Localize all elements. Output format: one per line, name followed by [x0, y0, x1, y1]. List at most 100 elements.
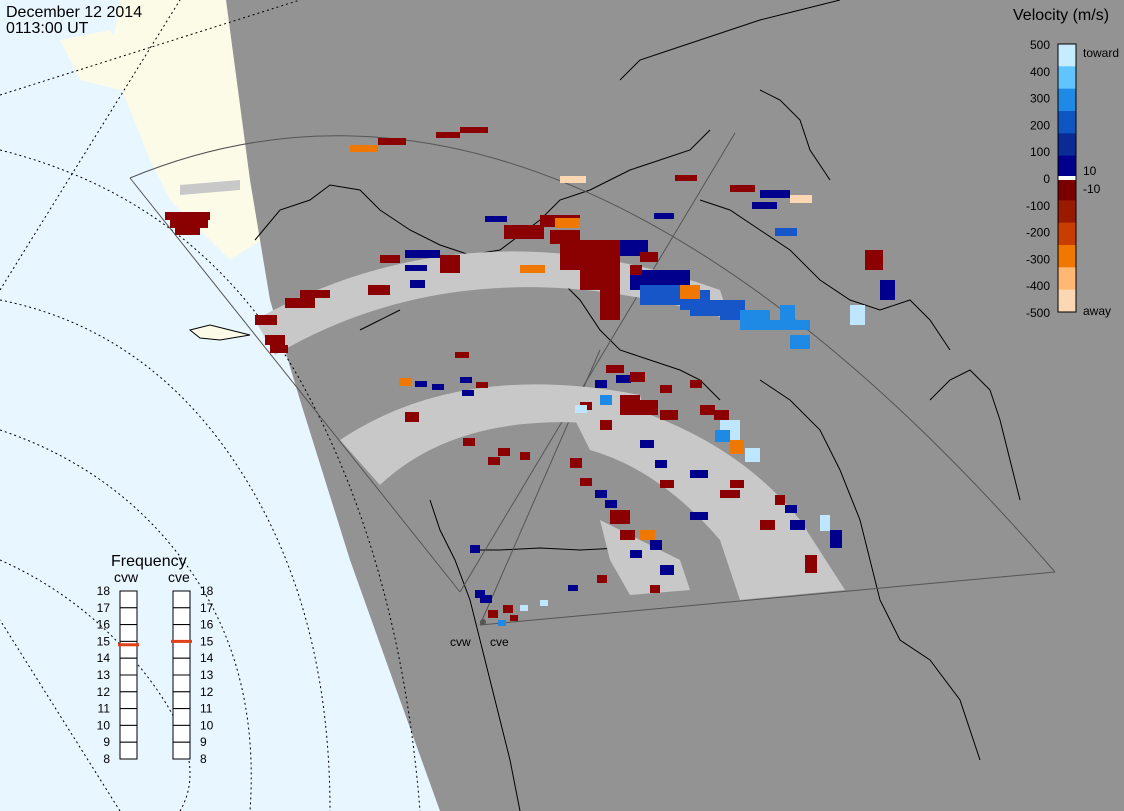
colorbar-zero-band — [1058, 176, 1076, 180]
velocity-cell — [775, 495, 785, 505]
velocity-cell — [350, 145, 378, 152]
velocity-cell — [680, 285, 700, 299]
frequency-bar-cell — [119, 657, 138, 676]
velocity-cell — [730, 480, 744, 488]
frequency-radar-label-cvw: cvw — [114, 569, 139, 585]
velocity-cell — [440, 255, 460, 273]
velocity-cell — [640, 440, 654, 448]
velocity-cell — [650, 585, 660, 593]
velocity-cell — [368, 285, 390, 295]
frequency-scale-label-left: 14 — [97, 651, 111, 665]
velocity-cell — [255, 315, 277, 325]
velocity-cell — [475, 590, 485, 598]
frequency-bar-cell — [119, 590, 138, 609]
velocity-cell — [600, 420, 612, 430]
velocity-cell — [575, 405, 587, 413]
velocity-cell — [790, 520, 805, 530]
velocity-cell — [700, 405, 715, 415]
daylight-land — [110, 0, 262, 260]
grid-line — [0, 0, 181, 291]
velocity-cell — [620, 395, 640, 415]
frequency-bar-cell — [172, 741, 191, 760]
velocity-cell — [616, 375, 631, 383]
velocity-cell — [790, 335, 810, 349]
frequency-bar-cell — [119, 674, 138, 693]
frequency-scale-label-left: 18 — [97, 584, 111, 598]
velocity-cell — [170, 220, 208, 228]
frequency-bar-cell — [119, 691, 138, 710]
legend-away-label: away — [1083, 304, 1111, 318]
frequency-scale-label-left: 10 — [97, 718, 111, 732]
velocity-cell — [715, 430, 730, 442]
frequency-scale-label-right: 8 — [200, 752, 207, 766]
time-label: 0113:00 UT — [6, 20, 89, 37]
velocity-cell — [520, 605, 528, 611]
frequency-marker — [118, 643, 139, 647]
velocity-cell — [405, 250, 440, 258]
velocity-cell — [770, 320, 810, 330]
velocity-cell — [690, 512, 708, 520]
frequency-scale-label-right: 13 — [200, 668, 214, 682]
frequency-bar-cell — [119, 741, 138, 760]
frequency-scale-label-right: 14 — [200, 651, 214, 665]
colorbar-segment — [1058, 88, 1076, 112]
velocity-cell — [285, 298, 315, 308]
frequency-scale-label-left: 8 — [103, 752, 110, 766]
velocity-cell — [720, 490, 740, 498]
frequency-bar-cell — [172, 640, 191, 659]
velocity-cell — [399, 378, 411, 386]
legend-title: Velocity (m/s) — [1013, 7, 1109, 24]
legend-neg10-label: -10 — [1083, 182, 1101, 196]
velocity-cell — [785, 505, 797, 513]
velocity-cell — [460, 127, 488, 133]
velocity-cell — [880, 280, 895, 300]
frequency-bar-cell — [119, 708, 138, 726]
colorbar-tick-label: -500 — [1026, 306, 1050, 320]
frequency-bar-cell — [172, 674, 191, 693]
grid-line — [0, 429, 252, 811]
velocity-cell — [775, 228, 797, 236]
grid-line — [0, 559, 191, 811]
velocity-cell — [660, 480, 674, 488]
frequency-scale-label-right: 16 — [200, 618, 214, 632]
velocity-cell — [520, 452, 530, 460]
colorbar-tick-label: 100 — [1030, 145, 1050, 159]
velocity-cell — [455, 352, 469, 358]
velocity-cell — [850, 305, 865, 325]
velocity-cell — [405, 412, 419, 422]
colorbar-tick-label: 0 — [1043, 172, 1050, 186]
velocity-cell — [805, 555, 817, 573]
velocity-cell — [504, 225, 544, 239]
velocity-cell — [600, 395, 612, 405]
frequency-scale-label-right: 17 — [200, 601, 214, 615]
colorbar-tick-label: -100 — [1026, 199, 1050, 213]
velocity-cell — [405, 265, 427, 271]
frequency-bar-cell — [172, 708, 191, 726]
velocity-cell — [462, 390, 474, 396]
velocity-cell — [300, 290, 330, 298]
velocity-cell — [790, 195, 812, 203]
velocity-cell — [640, 530, 655, 540]
velocity-cell — [760, 520, 775, 530]
velocity-cell — [655, 460, 667, 468]
velocity-cell — [463, 438, 475, 446]
velocity-cell — [520, 265, 545, 273]
velocity-cell — [175, 228, 200, 235]
velocity-cell — [630, 265, 642, 275]
colorbar-segment — [1058, 66, 1076, 90]
colorbar-segment — [1058, 267, 1076, 291]
frequency-scale-label-right: 18 — [200, 584, 214, 598]
radar-site-label-cve: cve — [490, 635, 509, 649]
coastlines — [188, 0, 1021, 811]
velocity-cell — [730, 440, 744, 454]
velocity-cell — [410, 280, 425, 288]
velocity-cell — [865, 250, 883, 270]
velocity-cell — [595, 380, 607, 388]
frequency-scale-label-left: 15 — [97, 634, 111, 648]
velocity-cell — [690, 470, 708, 478]
velocity-cell — [714, 410, 729, 420]
colorbar-segment — [1058, 133, 1076, 157]
daylight-island — [60, 30, 130, 90]
frequency-scale-label-left: 11 — [98, 702, 111, 716]
